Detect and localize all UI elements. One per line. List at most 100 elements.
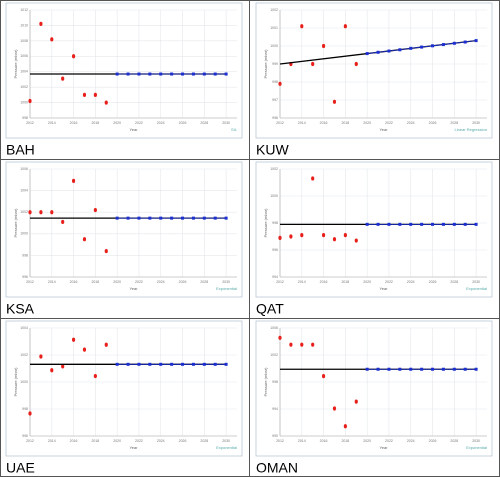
- x-axis-label: Year: [129, 127, 138, 132]
- x-tick-label: 2028: [450, 121, 458, 125]
- forecast-point: [191, 216, 195, 220]
- x-tick-label: 2016: [70, 280, 78, 284]
- forecast-point: [398, 222, 402, 226]
- method-label: Exponential: [466, 286, 487, 291]
- x-tick-label: 2022: [135, 280, 143, 284]
- forecast-point: [452, 367, 456, 371]
- forecast-point: [420, 45, 424, 49]
- forecast-point: [170, 216, 174, 220]
- forecast-point: [126, 362, 130, 366]
- forecast-point: [387, 367, 391, 371]
- y-tick-label: 998: [272, 80, 278, 84]
- y-tick-label: 1004: [20, 326, 28, 330]
- x-tick-label: 2026: [429, 280, 437, 284]
- chart-frame: [255, 2, 493, 139]
- x-tick-label: 2022: [385, 439, 393, 443]
- data-point: [300, 24, 304, 29]
- x-tick-label: 2020: [363, 121, 371, 125]
- x-tick-label: 2026: [179, 439, 187, 443]
- x-tick-label: 2024: [157, 280, 165, 284]
- x-axis-label: Year: [129, 445, 138, 450]
- data-point: [321, 374, 326, 379]
- forecast-point: [463, 40, 467, 44]
- forecast-point: [148, 72, 152, 76]
- x-tick-label: 2016: [320, 439, 328, 443]
- x-tick-label: 2012: [276, 280, 284, 284]
- x-tick-label: 2014: [48, 121, 56, 125]
- x-axis-label: Year: [129, 286, 138, 291]
- y-tick-label: 994: [272, 275, 278, 279]
- x-tick-label: 2012: [276, 121, 284, 125]
- x-tick-label: 2022: [385, 280, 393, 284]
- forecast-point: [474, 222, 478, 226]
- x-tick-label: 2030: [222, 439, 230, 443]
- forecast-point: [441, 222, 445, 226]
- data-point: [71, 337, 76, 342]
- data-point: [104, 342, 108, 347]
- method-label: Exponential: [466, 445, 487, 450]
- y-tick-label: 1004: [20, 70, 28, 74]
- data-point: [300, 342, 304, 347]
- x-tick-label: 2012: [276, 439, 284, 443]
- chart-frame: [255, 320, 493, 457]
- forecast-point: [213, 72, 217, 76]
- y-tick-label: 998: [22, 407, 28, 411]
- forecast-point: [202, 72, 206, 76]
- chart-frame: [255, 161, 493, 298]
- y-tick-label: 994: [272, 407, 278, 411]
- x-tick-label: 2028: [450, 439, 458, 443]
- panel-label: BAH: [6, 142, 35, 158]
- x-tick-label: 2020: [113, 280, 121, 284]
- x-tick-label: 2020: [363, 439, 371, 443]
- forecast-point: [387, 49, 391, 53]
- forecast-point: [137, 362, 141, 366]
- forecast-point: [159, 362, 163, 366]
- forecast-point: [452, 222, 456, 226]
- y-tick-label: 1000: [270, 194, 278, 198]
- y-tick-label: 1001: [270, 26, 278, 30]
- forecast-point: [181, 72, 185, 76]
- forecast-point: [431, 367, 435, 371]
- x-tick-label: 2016: [70, 439, 78, 443]
- x-tick-label: 2026: [179, 121, 187, 125]
- x-tick-label: 2020: [363, 280, 371, 284]
- x-tick-label: 2012: [26, 280, 34, 284]
- x-tick-label: 2030: [472, 280, 480, 284]
- x-tick-label: 2014: [48, 280, 56, 284]
- forecast-point: [202, 362, 206, 366]
- y-axis-label: Pressure (mbar): [263, 367, 268, 397]
- y-tick-label: 996: [272, 116, 278, 120]
- forecast-point: [398, 48, 402, 52]
- forecast-point: [170, 362, 174, 366]
- x-tick-label: 2030: [222, 280, 230, 284]
- forecast-point: [409, 367, 413, 371]
- forecast-point: [224, 72, 228, 76]
- forecast-point: [365, 52, 369, 56]
- data-point: [39, 21, 43, 26]
- data-point: [28, 98, 32, 104]
- data-point: [93, 92, 97, 97]
- x-tick-label: 2018: [91, 439, 99, 443]
- data-point: [93, 373, 97, 379]
- data-point: [278, 335, 282, 340]
- y-axis-label: Pressure (mbar): [13, 367, 18, 397]
- x-tick-label: 2024: [157, 121, 165, 125]
- forecast-point: [365, 367, 369, 371]
- data-point: [39, 210, 43, 215]
- x-tick-label: 2016: [320, 280, 328, 284]
- x-tick-label: 2016: [320, 121, 328, 125]
- data-point: [278, 235, 282, 240]
- method-label: SIL: [231, 127, 238, 132]
- forecast-point: [463, 222, 467, 226]
- forecast-point: [159, 216, 163, 220]
- data-point: [332, 237, 337, 242]
- x-tick-label: 2018: [341, 280, 349, 284]
- x-tick-label: 2014: [48, 439, 56, 443]
- y-tick-label: 1008: [20, 39, 28, 43]
- forecast-point: [420, 367, 424, 371]
- forecast-point: [463, 367, 467, 371]
- forecast-point: [441, 43, 445, 47]
- forecast-point: [376, 367, 380, 371]
- x-tick-label: 2026: [179, 280, 187, 284]
